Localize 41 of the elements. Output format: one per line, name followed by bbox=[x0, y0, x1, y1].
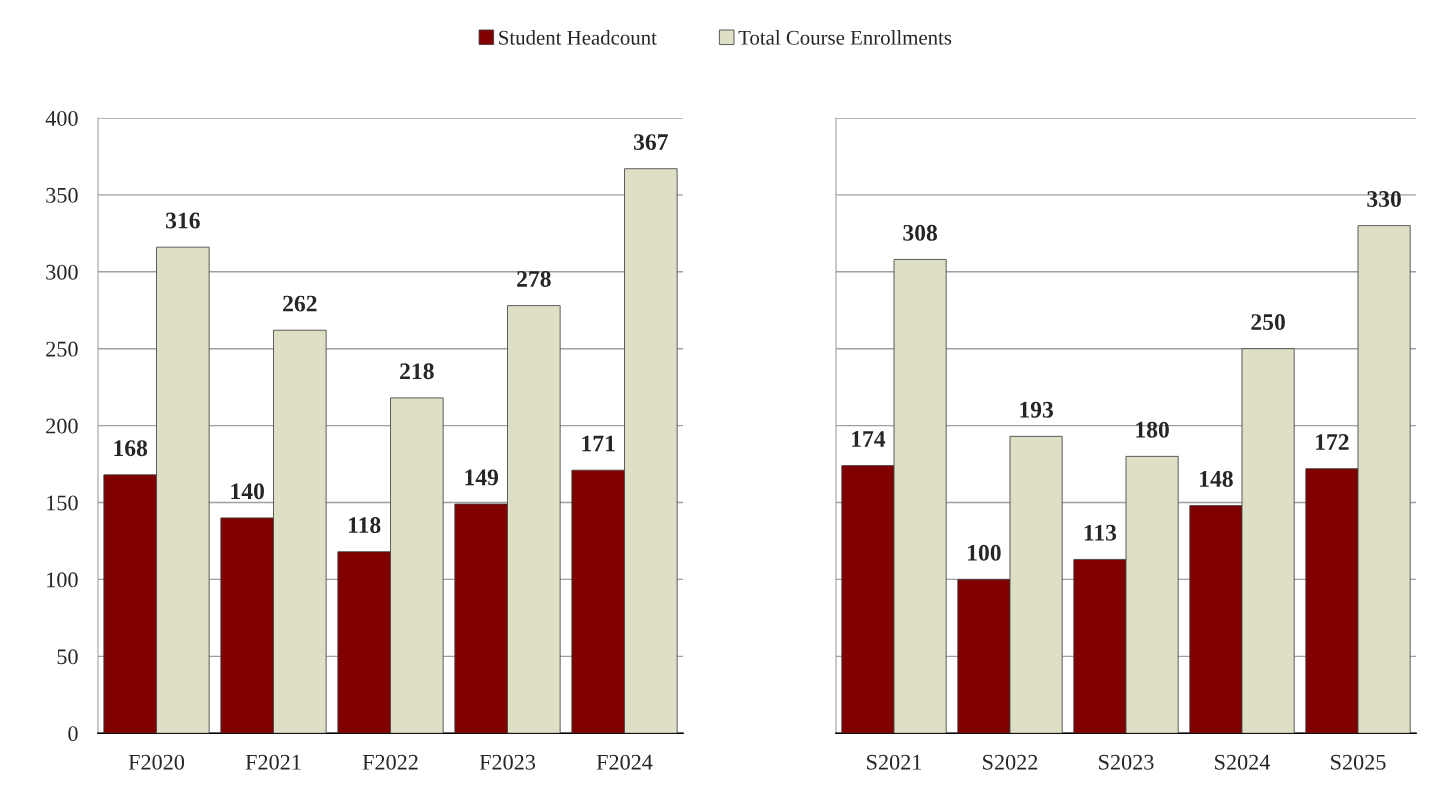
x-tick-label: F2021 bbox=[245, 754, 301, 770]
data-label: 118 bbox=[349, 517, 381, 534]
legend-label: Total Course Enrollments bbox=[738, 30, 952, 45]
data-label: 140 bbox=[231, 483, 264, 500]
y-tick-label: 0 bbox=[68, 726, 78, 742]
y-tick-label: 150 bbox=[47, 495, 78, 511]
y-tick-label: 200 bbox=[46, 418, 78, 434]
data-label: 171 bbox=[582, 435, 615, 452]
x-tick-label: S2024 bbox=[1215, 754, 1271, 770]
data-label: 180 bbox=[1136, 421, 1169, 438]
data-label: 148 bbox=[1200, 470, 1233, 487]
y-tick-label: 350 bbox=[46, 187, 78, 203]
data-label: 308 bbox=[903, 224, 938, 241]
x-tick-label: S2023 bbox=[1099, 754, 1154, 770]
data-label: 316 bbox=[166, 212, 200, 229]
data-label: 149 bbox=[465, 469, 499, 486]
data-label: 172 bbox=[1316, 434, 1349, 450]
data-label: 113 bbox=[1084, 524, 1117, 541]
x-tick-label: F2024 bbox=[596, 754, 653, 770]
x-tick-label: S2022 bbox=[983, 754, 1038, 770]
x-tick-label: F2020 bbox=[128, 754, 185, 770]
x-tick-label: F2022 bbox=[362, 754, 418, 770]
data-label: 278 bbox=[517, 271, 551, 287]
data-label: 218 bbox=[400, 363, 434, 380]
data-label: 250 bbox=[1251, 314, 1285, 330]
y-tick-label: 50 bbox=[57, 649, 78, 665]
y-tick-label: 100 bbox=[47, 572, 78, 588]
legend-label: Student Headcount bbox=[499, 30, 657, 45]
data-label: 193 bbox=[1020, 401, 1053, 418]
x-tick-label: F2023 bbox=[479, 754, 536, 770]
data-label: 168 bbox=[114, 440, 148, 457]
y-tick-label: 400 bbox=[45, 110, 78, 126]
data-label: 100 bbox=[968, 544, 1001, 561]
data-label: 330 bbox=[1367, 191, 1401, 207]
data-label: 262 bbox=[283, 295, 317, 312]
x-tick-label: S2021 bbox=[867, 754, 922, 770]
data-label: 174 bbox=[852, 431, 886, 447]
x-tick-label: S2025 bbox=[1331, 754, 1386, 770]
y-tick-label: 300 bbox=[46, 264, 78, 280]
data-label: 367 bbox=[634, 134, 668, 151]
y-tick-label: 250 bbox=[46, 341, 78, 357]
